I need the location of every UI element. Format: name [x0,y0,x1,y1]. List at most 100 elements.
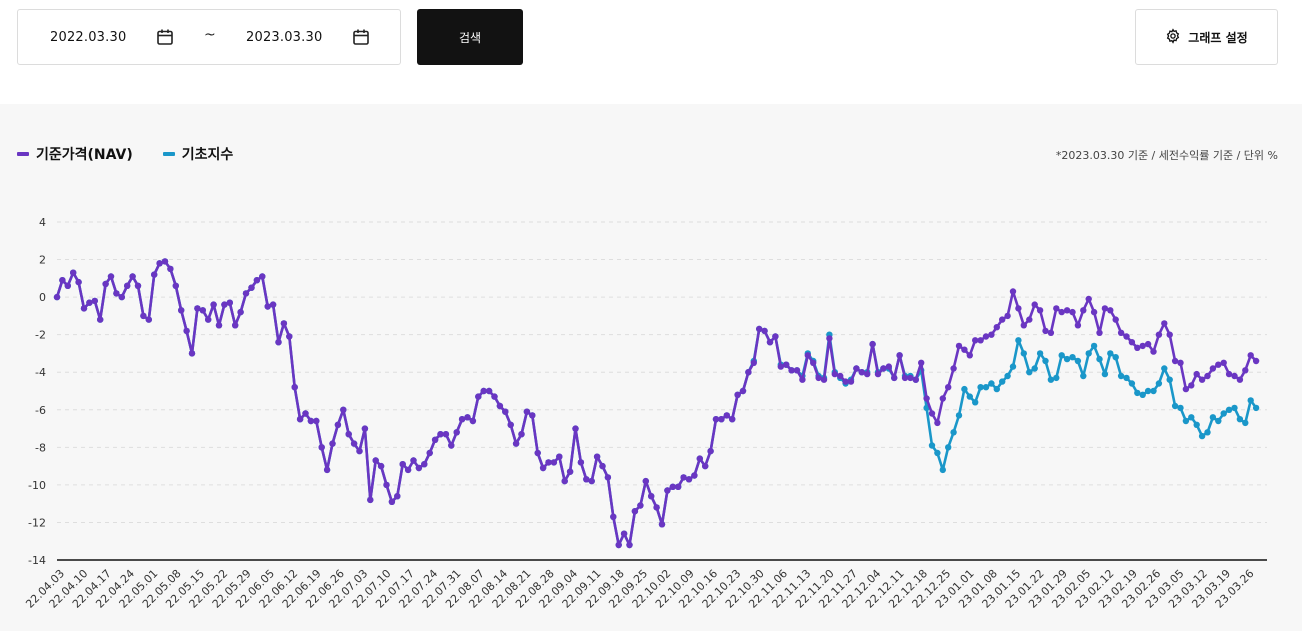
data-point-nav [664,487,671,494]
data-point-nav [1080,307,1087,314]
data-point-nav [356,447,363,455]
search-button[interactable]: 검색 [417,9,523,65]
data-point-nav [1026,316,1033,323]
data-point-nav [1161,320,1168,327]
data-point-nav [1220,359,1227,366]
data-point-nav [296,416,304,423]
data-point-nav [97,316,104,323]
data-point-nav [869,340,876,348]
data-point-nav [215,322,223,329]
data-point-nav [718,416,725,423]
data-point-index [1085,350,1092,357]
data-point-nav [183,327,190,335]
data-point-index [1150,387,1157,395]
data-point-nav [161,258,169,265]
data-point-nav [556,453,563,460]
data-point-nav [437,431,444,438]
data-point-nav [685,476,693,483]
data-point-nav [1242,367,1249,374]
data-point-index [1015,337,1022,344]
data-point-nav [372,457,379,464]
data-point-nav [810,359,817,366]
data-point-nav [145,316,152,323]
data-point-nav [1139,342,1146,350]
legend-item-nav[interactable]: 기준가격(NAV) [17,144,133,164]
data-point-nav [426,449,433,457]
data-point-nav [340,406,347,413]
data-point-nav [102,280,109,288]
data-point-index [1209,414,1217,421]
data-point-nav [1020,322,1027,329]
data-point-nav [64,282,72,289]
data-point-nav [269,301,277,308]
data-point-nav [620,530,628,537]
data-point-index [1144,387,1152,395]
data-point-nav [194,305,201,312]
data-point-nav [1063,307,1071,314]
data-point-nav [1015,305,1022,312]
data-point-nav [1247,352,1254,359]
data-point-index [1026,369,1033,376]
data-point-nav [496,402,504,410]
data-point-nav [1128,339,1136,346]
data-point-nav [842,378,849,385]
calendar-icon[interactable] [352,28,370,46]
data-point-nav [696,455,703,462]
data-point-nav [156,260,163,267]
data-point-nav [1047,329,1055,336]
end-date-field[interactable]: 2023.03.30 [246,10,322,64]
data-point-index [1161,365,1168,372]
data-point-index [1166,376,1173,383]
data-point-nav [1069,308,1076,316]
data-point-nav [367,496,374,504]
data-point-index [1128,380,1136,387]
data-point-nav [388,498,396,505]
y-tick-label: 2 [39,254,46,267]
data-point-nav [1096,329,1103,336]
data-point-nav [410,457,417,464]
data-point-nav [345,431,352,438]
data-point-nav [323,466,331,474]
data-point-nav [210,301,217,308]
end-date-value: 2023.03.30 [246,29,323,45]
start-date-field[interactable]: 2022.03.30 [50,10,126,64]
data-point-index [993,385,1000,393]
chart-legend: 기준가격(NAV) 기초지수 [17,144,233,164]
data-point-nav [826,335,833,342]
data-point-nav [80,305,88,312]
data-point-index [1177,404,1184,412]
data-point-nav [702,462,709,470]
data-point-nav [729,416,736,423]
data-point-nav [237,308,244,316]
data-point-nav [853,365,860,372]
data-point-nav [275,339,282,346]
legend-label-index: 기초지수 [181,147,234,163]
data-point-nav [107,273,115,280]
data-point-nav [615,541,622,549]
data-point-nav [982,333,990,340]
data-point-index [999,378,1006,385]
data-point-nav [491,393,498,400]
calendar-icon[interactable] [156,28,174,46]
data-point-index [1188,414,1195,421]
data-point-index [1155,380,1163,387]
data-point-nav [469,417,477,425]
data-point-nav [1231,372,1238,380]
data-point-index [1107,350,1114,357]
data-point-nav [226,299,233,306]
graph-settings-button[interactable]: 그래프 설정 [1135,9,1278,65]
data-point-index [977,384,984,391]
data-point-nav [939,395,946,402]
data-point-nav [1236,376,1244,383]
data-point-nav [124,282,131,289]
data-point-nav [885,363,892,370]
data-point-index [1004,372,1011,380]
data-point-nav [804,352,811,359]
y-tick-label: -6 [35,404,46,417]
data-point-nav [961,346,968,353]
data-point-nav [761,327,768,335]
legend-item-index[interactable]: 기초지수 [162,144,234,164]
data-point-nav [653,504,660,511]
data-point-nav [1074,322,1082,329]
data-point-nav [523,408,531,415]
